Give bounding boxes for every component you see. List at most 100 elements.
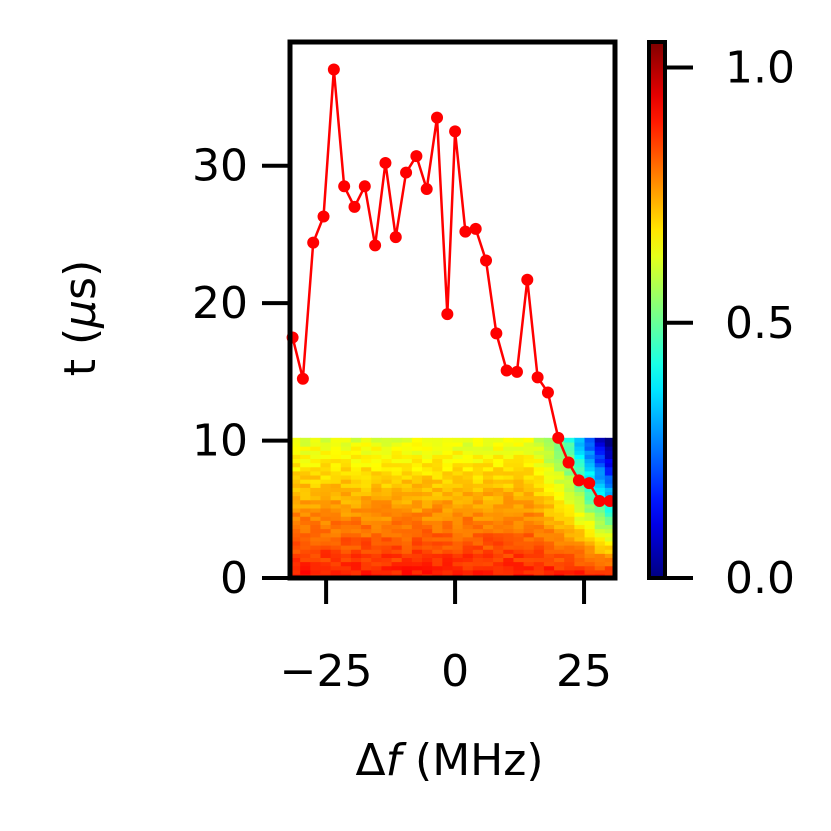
heatmap-cell (523, 561, 535, 567)
heatmap-cell (310, 549, 322, 554)
heatmap-cell (554, 532, 565, 538)
heatmap-cell (594, 532, 606, 538)
heatmap-cell (310, 557, 322, 563)
heatmap-cell (462, 561, 474, 567)
heatmap-cell (350, 512, 362, 517)
heatmap-cell (533, 470, 545, 476)
heatmap-cell (604, 479, 616, 484)
heatmap-cell (422, 446, 433, 451)
heatmap-cell (361, 569, 372, 575)
heatmap-cell (442, 532, 454, 538)
heatmap-cell (493, 540, 504, 546)
heatmap-cell (401, 483, 413, 488)
heatmap-cell (462, 516, 474, 521)
heatmap-cell (462, 545, 474, 550)
heatmap-cell (493, 499, 504, 505)
heatmap-cell (391, 553, 403, 558)
heatmap-cell (330, 524, 342, 530)
heatmap-cell (300, 479, 311, 484)
heatmap-cell (482, 528, 494, 534)
heatmap-cell (350, 474, 362, 480)
heatmap-cell (493, 466, 504, 472)
heatmap-cell (472, 503, 484, 509)
heatmap-cell (533, 545, 545, 550)
heatmap-cell (300, 466, 311, 472)
heatmap-cell (411, 520, 423, 525)
heatmap-cell (533, 503, 545, 509)
heatmap-cell (290, 532, 301, 538)
heatmap-cell (401, 499, 413, 505)
data-point (490, 327, 503, 340)
data-point (552, 431, 565, 444)
heatmap-cell (533, 466, 545, 472)
heatmap-cell (503, 507, 515, 513)
heatmap-cell (604, 536, 616, 542)
heatmap-cell (422, 540, 433, 546)
heatmap-cell (340, 491, 352, 497)
heatmap-cell (584, 470, 596, 476)
heatmap-cell (462, 536, 474, 542)
heatmap-cell (442, 479, 454, 484)
heatmap-cell (543, 462, 555, 468)
heatmap-cell (361, 495, 372, 501)
heatmap-cell (564, 524, 575, 530)
heatmap-cell (330, 507, 342, 513)
heatmap-cell (330, 487, 342, 493)
heatmap-cell (513, 437, 525, 443)
heatmap-cell (543, 528, 555, 534)
heatmap-cell (523, 495, 535, 501)
heatmap-cell (594, 441, 606, 447)
heatmap-cell (594, 470, 606, 476)
heatmap-cell (310, 553, 322, 558)
heatmap-cell (401, 462, 413, 468)
heatmap-cell (513, 565, 525, 571)
heatmap-cell (381, 536, 393, 542)
heatmap-cell (381, 545, 393, 550)
heatmap-cell (564, 520, 575, 525)
heatmap-cell (371, 483, 383, 488)
data-point (449, 125, 462, 138)
heatmap-cell (442, 565, 454, 571)
heatmap-cell (290, 454, 301, 460)
heatmap-cell (604, 516, 616, 521)
heatmap-cell (513, 446, 525, 451)
heatmap-cell (594, 565, 606, 571)
heatmap-cell (462, 499, 474, 505)
heatmap-cell (330, 441, 342, 447)
heatmap-cell (462, 565, 474, 571)
heatmap-cell (452, 536, 464, 542)
heatmap-cell (533, 441, 545, 447)
heatmap-cell (361, 487, 372, 493)
heatmap-cell (452, 565, 464, 571)
heatmap-cell (482, 507, 494, 513)
heatmap-cell (462, 462, 474, 468)
heatmap-cell (533, 565, 545, 571)
heatmap-cell (371, 532, 383, 538)
x-tick-label: 0 (441, 646, 469, 697)
heatmap-cell (554, 483, 565, 488)
heatmap-cell (310, 450, 322, 455)
heatmap-cell (330, 540, 342, 546)
heatmap-cell (340, 454, 352, 460)
heatmap-cell (391, 524, 403, 530)
heatmap-cell (493, 569, 504, 575)
heatmap-cell (564, 540, 575, 546)
heatmap-cell (533, 507, 545, 513)
heatmap-cell (513, 454, 525, 460)
heatmap-cell (310, 437, 322, 443)
heatmap-cell (543, 516, 555, 521)
heatmap-cell (462, 532, 474, 538)
heatmap-cell (361, 532, 372, 538)
heatmap-cell (523, 536, 535, 542)
data-point (327, 63, 340, 76)
heatmap-cell (533, 532, 545, 538)
heatmap-cell (350, 561, 362, 567)
heatmap-cell (300, 495, 311, 501)
heatmap-cell (381, 454, 393, 460)
data-point (307, 236, 320, 249)
heatmap-cell (574, 569, 586, 575)
heatmap-cell (330, 545, 342, 550)
heatmap-cell (432, 466, 443, 472)
heatmap-cell (523, 487, 535, 493)
heatmap-cell (300, 462, 311, 468)
